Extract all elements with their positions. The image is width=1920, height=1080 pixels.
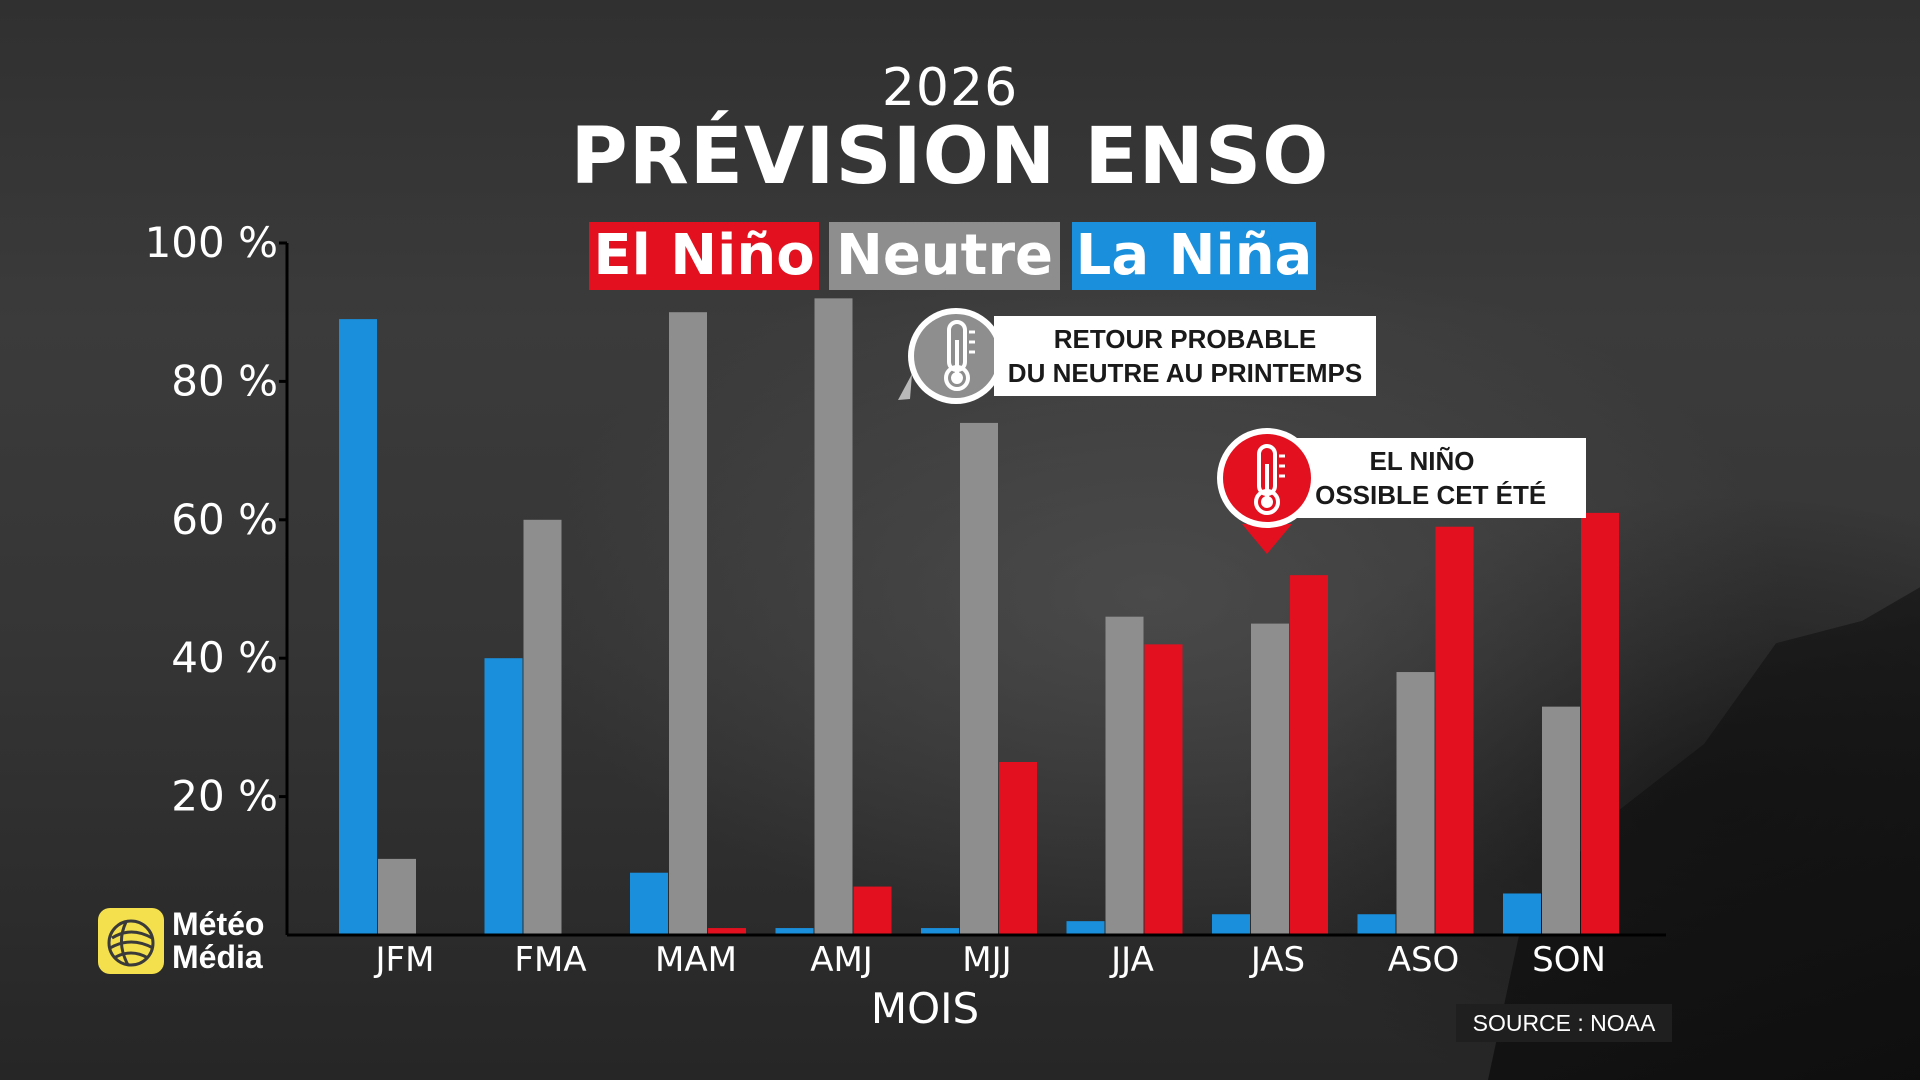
logo-line2: Média: [172, 939, 263, 975]
x-tick-label: FMA: [514, 940, 586, 980]
bar-mam-neutre: [669, 312, 707, 935]
chart-year: 2026: [881, 58, 1019, 118]
bar-amj-elnio: [853, 886, 892, 935]
y-tick-label: 100 %: [145, 218, 278, 267]
bar-fma-lania: [484, 658, 523, 935]
legend-la-nina: La Niña: [1072, 222, 1316, 290]
bar-aso-lania: [1357, 914, 1396, 935]
bar-aso-neutre: [1396, 672, 1435, 935]
bar-jas-elnio: [1290, 575, 1328, 935]
x-tick-label: MJJ: [962, 940, 1011, 980]
bar-aso-elnio: [1435, 526, 1474, 935]
logo-text: Météo Média: [172, 908, 264, 974]
bar-son-neutre: [1542, 706, 1580, 935]
bar-amj-neutre: [814, 298, 853, 935]
globe-icon: [98, 908, 164, 974]
bar-mjj-lania: [921, 928, 959, 935]
source-label: SOURCE : NOAA: [1456, 1004, 1672, 1042]
bar-mam-lania: [630, 872, 668, 935]
bar-jas-neutre: [1251, 623, 1289, 935]
x-tick-label: JAS: [1249, 940, 1305, 980]
x-tick-label: SON: [1532, 940, 1606, 980]
thermometer-icon: [1254, 444, 1285, 515]
legend-neutre: Neutre: [829, 222, 1060, 290]
x-tick-label: MAM: [655, 940, 737, 980]
bar-jja-elnio: [1144, 644, 1183, 935]
x-tick-label: ASO: [1388, 940, 1460, 980]
bar-amj-lania: [775, 928, 814, 935]
bar-mjj-neutre: [960, 422, 998, 935]
bar-mam-elnio: [708, 928, 746, 935]
thermometer-icon: [944, 320, 975, 391]
y-tick-label: 80 %: [171, 356, 278, 405]
bar-son-lania: [1503, 893, 1541, 935]
bar-jja-lania: [1066, 921, 1105, 935]
legend-el-nino: El Niño: [589, 222, 819, 290]
bar-jfm-neutre: [378, 858, 416, 935]
bar-fma-neutre: [523, 519, 562, 935]
x-tick-label: JFM: [374, 940, 435, 980]
bar-jfm-lania: [339, 319, 377, 935]
bar-jas-lania: [1212, 914, 1250, 935]
y-tick-label: 60 %: [171, 495, 278, 544]
callout-el-nino-line1: EL NIÑO: [1369, 446, 1475, 476]
y-tick-label: 40 %: [171, 633, 278, 682]
callout-neutral: RETOUR PROBABLE DU NEUTRE AU PRINTEMPS: [994, 316, 1376, 396]
y-tick-label: 20 %: [171, 772, 278, 821]
callout-el-nino-line2: POSSIBLE CET ÉTÉ: [1297, 480, 1547, 510]
callout-neutral-line2: DU NEUTRE AU PRINTEMPS: [1007, 358, 1363, 388]
callout-neutral-line1: RETOUR PROBABLE: [1053, 324, 1317, 354]
bar-jja-neutre: [1105, 616, 1144, 935]
x-tick-label: JJA: [1109, 940, 1154, 980]
bar-mjj-elnio: [999, 762, 1037, 935]
chart-title: PRÉVISION ENSO: [570, 112, 1330, 202]
x-tick-label: AMJ: [810, 940, 873, 980]
x-axis-label: MOIS: [871, 984, 979, 1033]
logo-line1: Météo: [172, 906, 265, 942]
meteomedia-logo: Météo Média: [98, 906, 298, 978]
bar-son-elnio: [1581, 512, 1619, 935]
